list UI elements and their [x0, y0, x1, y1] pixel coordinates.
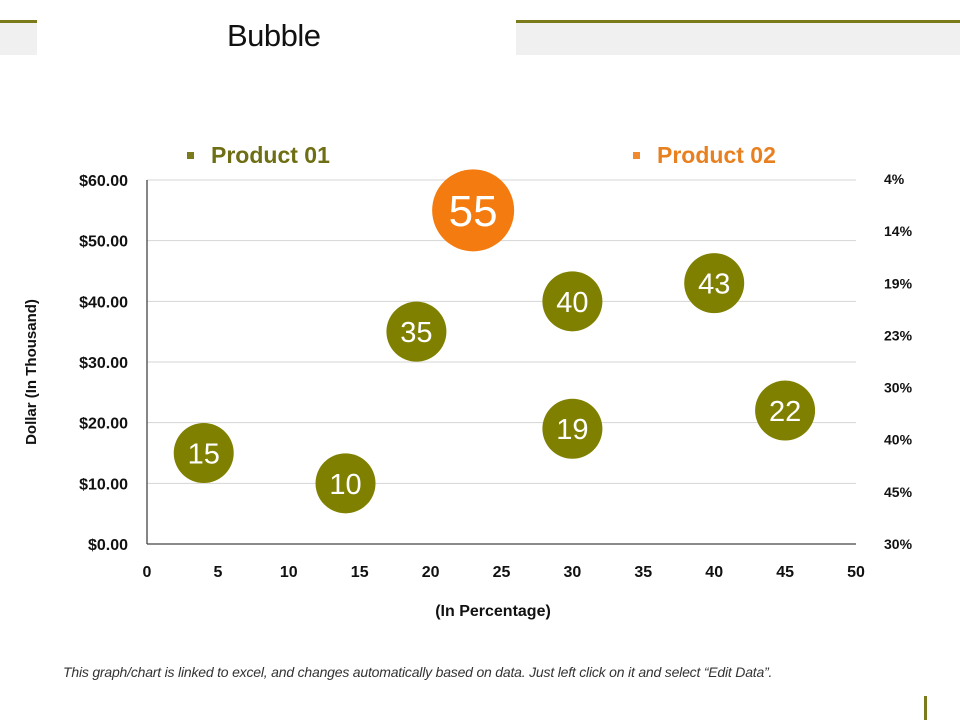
right-label: 30%: [884, 380, 913, 396]
bubble-product-01[interactable]: [684, 253, 745, 314]
bubble-label: 22: [769, 396, 801, 428]
bubble-product-01[interactable]: [542, 271, 603, 332]
right-labels: 4% 14% 19% 23% 30% 40% 45% 30%: [884, 171, 913, 552]
slide-title: Bubble: [227, 18, 321, 53]
header-band-right: [516, 20, 960, 55]
right-label: 19%: [884, 275, 913, 291]
legend-item-product-01[interactable]: Product 01: [187, 142, 330, 169]
right-label: 23%: [884, 327, 913, 343]
right-label: 45%: [884, 484, 913, 500]
right-label: 14%: [884, 223, 913, 239]
y-axis-label: Dollar (In Thousand): [23, 299, 40, 445]
header-band-left: [0, 20, 37, 55]
x-tick-label: 10: [280, 564, 298, 581]
bubble-label: 19: [556, 414, 588, 446]
right-label: 4%: [884, 171, 905, 187]
x-tick-label: 35: [634, 564, 652, 581]
bubble-product-01[interactable]: [386, 301, 447, 362]
legend-item-product-02[interactable]: Product 02: [633, 142, 776, 169]
bubble-product-01[interactable]: [542, 398, 603, 459]
y-tick-label: $10.00: [79, 476, 128, 493]
legend-swatch-icon: [633, 152, 640, 159]
bubble-label: 15: [188, 438, 220, 470]
x-tick-label: 50: [847, 564, 865, 581]
x-tick-label: 45: [776, 564, 794, 581]
y-tick-label: $30.00: [79, 355, 128, 372]
bubble-product-02[interactable]: [432, 169, 515, 252]
y-tick-label: $60.00: [79, 173, 128, 190]
y-tick-label: $40.00: [79, 294, 128, 311]
x-tick-label: 5: [213, 564, 222, 581]
x-tick-label: 15: [351, 564, 369, 581]
bubble-label: 55: [449, 187, 498, 236]
x-axis-label: (In Percentage): [435, 603, 551, 620]
right-label: 30%: [884, 536, 913, 552]
bubble-product-01[interactable]: [315, 453, 376, 514]
x-tick-label: 40: [705, 564, 723, 581]
y-axis-ticks: $0.00 $10.00 $20.00 $30.00 $40.00 $50.00 $60.0…: [79, 173, 128, 554]
bubble-label: 43: [698, 269, 730, 301]
x-tick-label: 30: [564, 564, 582, 581]
bubble-product-01[interactable]: [755, 380, 816, 441]
x-axis-ticks: 0 5 10 15 20 25 30 35 40 45 50: [143, 564, 865, 581]
bubbles: 15 10 35 40 43 19 22 55: [173, 169, 816, 514]
x-tick-label: 0: [143, 564, 152, 581]
y-tick-label: $0.00: [88, 537, 128, 554]
footnote: This graph/chart is linked to excel, and…: [63, 664, 773, 680]
right-label: 40%: [884, 432, 913, 448]
legend-label: Product 02: [657, 142, 776, 168]
bubble-product-01[interactable]: [173, 423, 234, 483]
legend-swatch-icon: [187, 152, 194, 159]
axes: [146, 180, 856, 545]
bubble-label: 10: [329, 469, 361, 501]
bubble-label: 35: [400, 317, 432, 349]
x-tick-label: 25: [493, 564, 511, 581]
corner-accent: [924, 696, 927, 720]
x-tick-label: 20: [422, 564, 440, 581]
y-tick-label: $50.00: [79, 234, 128, 251]
bubble-label: 40: [556, 287, 588, 319]
y-tick-label: $20.00: [79, 416, 128, 433]
legend-label: Product 01: [211, 142, 330, 168]
